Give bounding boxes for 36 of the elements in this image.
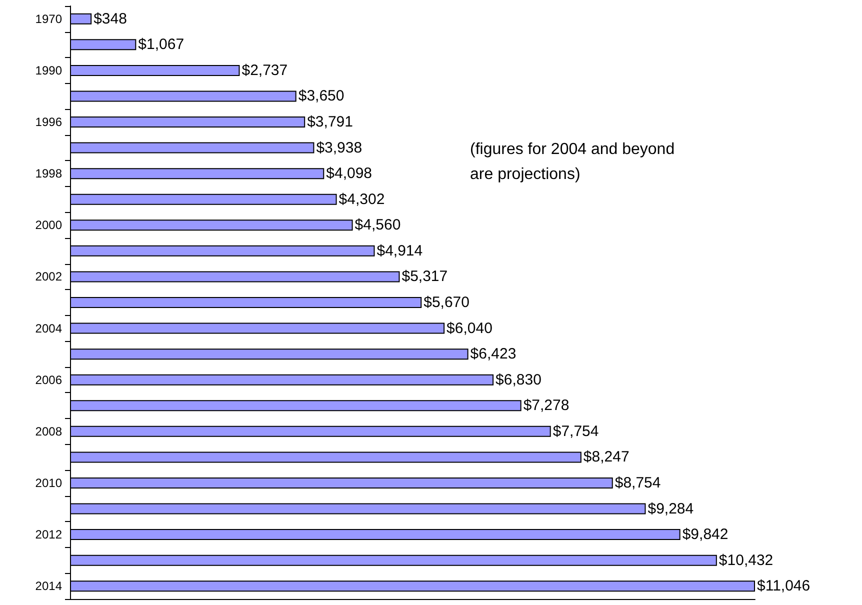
data-label: $6,423 [470, 346, 516, 363]
data-label: $9,842 [682, 526, 728, 544]
y-tick-label: 2008 [35, 424, 62, 438]
data-label: $4,914 [376, 242, 423, 260]
data-label: $348 [94, 10, 127, 28]
y-tick-label: 2010 [35, 476, 62, 490]
y-tick-label: 2014 [35, 579, 62, 594]
data-label: $6,830 [496, 371, 542, 388]
data-label: $10,432 [718, 552, 774, 569]
data-label: $11,046 [757, 578, 810, 595]
y-tick-label: 2002 [35, 270, 62, 284]
data-label: $5,317 [402, 268, 448, 286]
data-label: $3,791 [307, 114, 353, 131]
data-label: $4,302 [338, 190, 385, 208]
data-label: $6,040 [446, 320, 492, 337]
y-tick-label: 2012 [35, 528, 62, 542]
data-label: $7,754 [552, 422, 599, 440]
y-tick-label: 2000 [35, 218, 62, 232]
data-label: $9,284 [648, 500, 694, 518]
data-label: $7,278 [523, 397, 570, 414]
data-label: $2,737 [242, 62, 288, 79]
y-tick-label: 2006 [35, 372, 62, 387]
data-label: $5,670 [424, 294, 470, 311]
data-label: $3,650 [298, 88, 344, 105]
y-tick-label: 1990 [35, 63, 62, 78]
y-tick-label: 1998 [35, 166, 62, 181]
data-label: $4,098 [326, 165, 372, 182]
data-label: $8,247 [583, 448, 630, 466]
data-label: $1,067 [138, 36, 184, 54]
annotation: (figures for 2004 and beyond are projections) [470, 141, 675, 183]
y-tick-label: 1996 [35, 115, 62, 130]
data-label: $3,938 [316, 139, 362, 156]
y-tick-label: 1970 [35, 12, 62, 26]
data-label: $8,754 [614, 474, 661, 492]
data-label: $4,560 [354, 216, 401, 234]
y-tick-label: 2004 [35, 321, 62, 336]
